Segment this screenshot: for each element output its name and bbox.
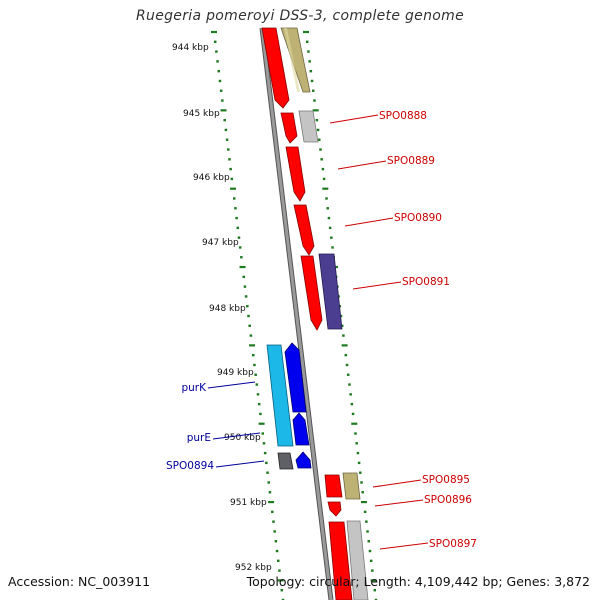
gene-feature-pure[interactable] bbox=[292, 412, 310, 446]
gene-label[interactable]: SPO0895 bbox=[422, 474, 470, 486]
gene-label[interactable]: SPO0897 bbox=[429, 538, 477, 550]
kbp-label: 950 kbp bbox=[224, 433, 261, 443]
gene-feature-spo0897-b[interactable] bbox=[346, 520, 369, 600]
gene-feature-purk[interactable] bbox=[266, 344, 294, 447]
gene-label[interactable]: SPO0888 bbox=[379, 110, 427, 122]
kbp-label: 949 kbp bbox=[217, 368, 254, 378]
kbp-label: 951 kbp bbox=[230, 498, 267, 508]
gene-feature-spo0888-b[interactable] bbox=[298, 110, 319, 143]
kbp-label: 952 kbp bbox=[235, 563, 272, 573]
gene-feature-spo0895-b[interactable] bbox=[342, 472, 361, 500]
gene-label[interactable]: purE bbox=[187, 432, 211, 444]
gene-feature[interactable] bbox=[280, 27, 311, 93]
gene-feature-spo0891-b[interactable] bbox=[318, 253, 343, 330]
gene-feature-spo0897[interactable] bbox=[328, 521, 353, 600]
gene-feature-spo0894-b[interactable] bbox=[295, 451, 312, 469]
gene-feature[interactable] bbox=[261, 27, 290, 109]
gene-label[interactable]: purK bbox=[181, 382, 207, 394]
gene-label[interactable]: SPO0896 bbox=[424, 494, 472, 506]
gene-feature-spo0890[interactable] bbox=[293, 204, 315, 256]
genome-summary: Topology: circular; Length: 4,109,442 bp… bbox=[246, 574, 590, 589]
kbp-label: 946 kbp bbox=[193, 173, 230, 183]
kbp-label: 945 kbp bbox=[183, 109, 220, 119]
gene-feature-spo0891[interactable] bbox=[300, 255, 323, 331]
kbp-label: 944 kbp bbox=[172, 43, 209, 53]
kbp-label: 948 kbp bbox=[209, 304, 246, 314]
gene-label[interactable]: SPO0889 bbox=[387, 155, 435, 167]
gene-feature-spo0888[interactable] bbox=[280, 112, 298, 144]
gene-feature-purk-b[interactable] bbox=[284, 342, 307, 413]
right-tick-track bbox=[303, 30, 378, 600]
gene-feature-spo0896[interactable] bbox=[327, 501, 342, 517]
left-tick-track bbox=[211, 30, 285, 600]
gene-label[interactable]: SPO0890 bbox=[394, 212, 442, 224]
map-title: Ruegeria pomeroyi DSS-3, complete genome bbox=[136, 8, 464, 24]
accession-text: Accession: NC_003911 bbox=[8, 574, 151, 589]
gene-label[interactable]: SPO0891 bbox=[402, 276, 450, 288]
gene-feature-spo0895[interactable] bbox=[324, 474, 343, 498]
gene-label[interactable]: SPO0894 bbox=[166, 460, 214, 472]
gene-feature-spo0894[interactable] bbox=[277, 452, 294, 470]
gene-feature-spo0889[interactable] bbox=[285, 146, 306, 202]
kbp-label: 947 kbp bbox=[202, 238, 239, 248]
